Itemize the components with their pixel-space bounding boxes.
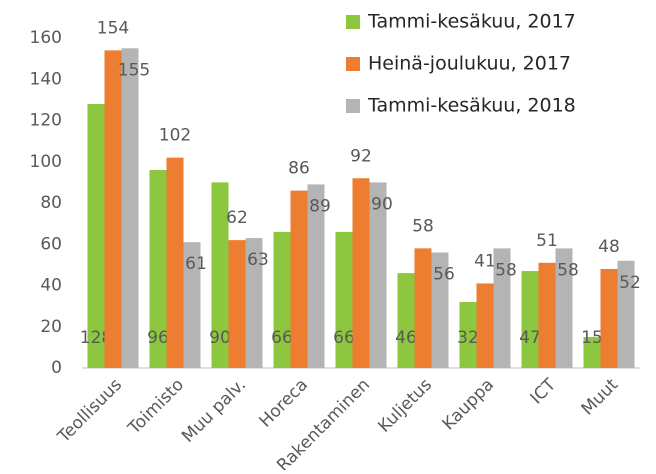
bar	[166, 157, 184, 368]
bar	[149, 170, 167, 368]
data-label: 58	[557, 260, 579, 280]
bar	[521, 271, 539, 368]
legend-label: Tammi-kesäkuu, 2017	[367, 11, 576, 33]
bar	[397, 273, 415, 368]
y-tick-label: 0	[51, 358, 62, 378]
bar	[228, 240, 246, 368]
x-tick-label: Horeca	[255, 375, 312, 432]
bar	[104, 50, 122, 368]
bar	[307, 184, 325, 368]
bar	[431, 252, 449, 368]
x-tick-label: ICT	[527, 375, 561, 409]
data-label: 62	[226, 208, 248, 228]
legend-label: Tammi-kesäkuu, 2018	[367, 95, 576, 117]
bar	[335, 231, 353, 368]
bar	[583, 337, 601, 368]
legend-swatch	[346, 15, 360, 29]
bar	[273, 231, 291, 368]
data-label: 96	[147, 328, 169, 348]
data-label: 47	[519, 328, 541, 348]
data-label: 86	[288, 159, 310, 179]
bar	[493, 248, 511, 368]
data-label: 154	[97, 18, 129, 38]
y-tick-label: 40	[40, 276, 62, 296]
y-tick-label: 160	[30, 28, 62, 48]
data-label: 15	[581, 328, 603, 348]
data-label: 51	[536, 231, 558, 251]
x-tick-label: Muut	[578, 375, 623, 420]
bar	[617, 260, 635, 368]
bar	[183, 242, 201, 368]
data-label: 66	[333, 328, 355, 348]
data-label: 46	[395, 328, 417, 348]
bar	[369, 182, 387, 368]
data-label: 128	[80, 328, 112, 348]
data-label: 58	[495, 260, 517, 280]
data-label: 155	[118, 60, 150, 80]
bar	[245, 238, 263, 368]
y-tick-label: 60	[40, 234, 62, 254]
legend-swatch	[346, 99, 360, 113]
bar	[555, 248, 573, 368]
data-label: 48	[598, 237, 620, 257]
data-label: 41	[474, 251, 496, 271]
bar	[87, 104, 105, 368]
data-label: 52	[619, 273, 641, 293]
bar	[459, 302, 477, 368]
bar	[538, 262, 556, 368]
x-tick-label: Kauppa	[439, 375, 498, 434]
bar	[211, 182, 229, 368]
bar	[476, 283, 494, 368]
data-label: 102	[159, 126, 191, 146]
legend-label: Heinä-joulukuu, 2017	[368, 53, 571, 75]
x-tick-label: Muu palv.	[178, 375, 250, 447]
bar	[414, 248, 432, 368]
bar	[121, 48, 139, 368]
x-tick-label: Kuljetus	[374, 375, 436, 437]
legend-swatch	[346, 57, 360, 71]
data-label: 61	[185, 254, 207, 274]
data-label: 90	[209, 328, 231, 348]
data-label: 58	[412, 216, 434, 236]
data-label: 90	[371, 194, 393, 214]
y-tick-label: 20	[40, 317, 62, 337]
y-tick-label: 120	[30, 111, 62, 131]
y-tick-label: 140	[30, 69, 62, 89]
data-label: 66	[271, 328, 293, 348]
data-label: 32	[457, 328, 479, 348]
bar	[600, 269, 618, 368]
data-label: 56	[433, 265, 455, 285]
bar	[352, 178, 370, 368]
data-label: 89	[309, 196, 331, 216]
x-tick-label: Toimisto	[124, 375, 188, 439]
data-label: 92	[350, 146, 372, 166]
data-label: 63	[247, 250, 269, 270]
x-tick-label: Teollisuus	[53, 375, 126, 448]
y-tick-label: 80	[40, 193, 62, 213]
y-tick-label: 100	[30, 152, 62, 172]
bar	[290, 190, 308, 368]
